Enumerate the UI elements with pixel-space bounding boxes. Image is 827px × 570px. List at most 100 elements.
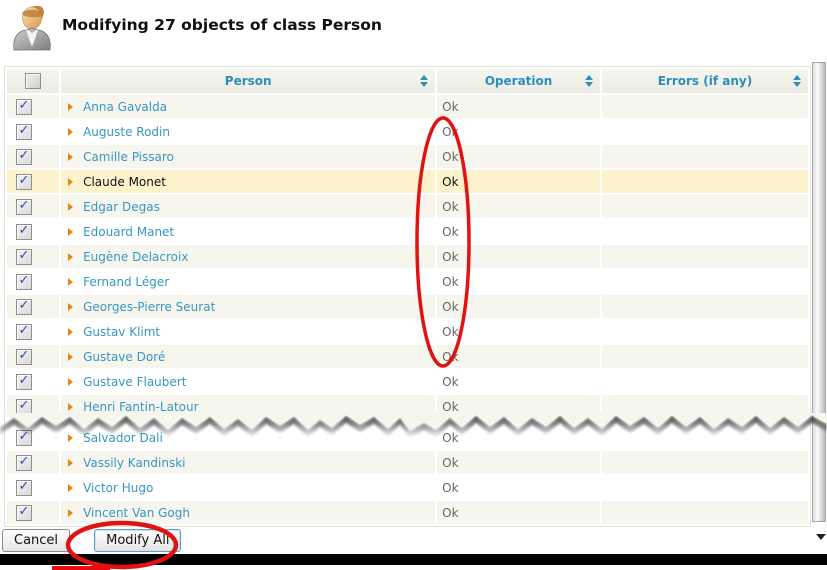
person-name-link[interactable]: Camille Pissaro <box>83 149 174 164</box>
person-name-link[interactable]: Anna Gavalda <box>83 99 168 114</box>
modify-all-button[interactable]: Modify All <box>94 529 182 552</box>
person-name-link[interactable]: Gustav Klimt <box>83 324 161 339</box>
row-checkbox[interactable]: ✓ <box>16 173 32 190</box>
errors-value <box>601 320 808 343</box>
operation-status: Ok <box>437 501 600 524</box>
table-row[interactable]: ✓ Vassily Kandinski Ok <box>7 451 808 474</box>
row-checkbox-cell: ✓ <box>7 120 60 143</box>
select-all-checkbox[interactable] <box>25 73 42 89</box>
vertical-scrollbar[interactable] <box>812 62 826 522</box>
torn-rows-gap <box>7 420 808 424</box>
row-checkbox[interactable]: ✓ <box>16 248 32 265</box>
person-name-link[interactable]: Victor Hugo <box>83 480 154 495</box>
table-row[interactable]: ✓ Salvador Dali Ok <box>7 426 808 449</box>
row-checkbox-cell: ✓ <box>7 295 60 318</box>
scroll-down-arrow-icon[interactable] <box>816 534 826 540</box>
row-checkbox[interactable]: ✓ <box>16 348 32 365</box>
person-name-link[interactable]: Gustave Doré <box>83 349 166 364</box>
person-cell: Claude Monet <box>61 170 436 193</box>
row-checkbox[interactable]: ✓ <box>16 398 32 415</box>
column-header-person[interactable]: Person <box>61 69 436 93</box>
sort-icon[interactable] <box>793 75 802 87</box>
table-row[interactable]: ✓ Camille Pissaro Ok <box>7 145 808 168</box>
operation-status: Ok <box>437 245 600 268</box>
sort-icon[interactable] <box>584 75 594 87</box>
row-checkbox[interactable]: ✓ <box>16 223 32 240</box>
person-name-link[interactable]: Auguste Rodin <box>83 124 170 139</box>
row-checkbox[interactable]: ✓ <box>16 323 32 340</box>
person-name-link[interactable]: Claude Monet <box>83 174 166 189</box>
operation-status: Ok <box>437 370 600 393</box>
person-name-link[interactable]: Vassily Kandinski <box>83 455 186 470</box>
errors-value <box>601 345 808 368</box>
row-checkbox-cell: ✓ <box>7 320 60 343</box>
table-row[interactable]: ✓ Gustav Klimt Ok <box>7 320 808 343</box>
cancel-button[interactable]: Cancel <box>2 529 71 552</box>
triangle-right-icon <box>68 202 74 211</box>
table-body: ✓ Anna Gavalda Ok ✓ Auguste Rodin Ok ✓ C… <box>7 95 808 524</box>
person-name-link[interactable]: Edouard Manet <box>83 224 175 239</box>
person-name-link[interactable]: Eugène Delacroix <box>83 249 189 264</box>
person-name-link[interactable]: Salvador Dali <box>83 430 163 445</box>
row-checkbox[interactable]: ✓ <box>16 298 32 315</box>
operation-status: Ok <box>437 476 600 499</box>
row-checkbox-cell: ✓ <box>7 170 60 193</box>
person-name-link[interactable]: Fernand Léger <box>83 274 170 289</box>
triangle-right-icon <box>68 127 74 136</box>
errors-value <box>601 120 808 143</box>
row-checkbox[interactable]: ✓ <box>16 504 32 521</box>
row-checkbox-cell: ✓ <box>7 476 60 499</box>
table-row[interactable]: ✓ Gustave Doré Ok <box>7 345 808 368</box>
person-cell: Gustave Flaubert <box>61 370 436 393</box>
table-row[interactable]: ✓ Fernand Léger Ok <box>7 270 808 293</box>
triangle-right-icon <box>68 277 74 286</box>
table-row[interactable]: ✓ Anna Gavalda Ok <box>7 95 808 118</box>
table-row[interactable]: ✓ Auguste Rodin Ok <box>7 120 808 143</box>
table-row[interactable]: ✓ Claude Monet Ok <box>7 170 808 193</box>
row-checkbox[interactable]: ✓ <box>16 123 32 140</box>
table-row[interactable]: ✓ Vincent Van Gogh Ok <box>7 501 808 524</box>
person-cell: Georges-Pierre Seurat <box>61 295 436 318</box>
errors-value <box>601 370 808 393</box>
operation-status: Ok <box>437 345 600 368</box>
page-title: Modifying 27 objects of class Person <box>62 16 382 34</box>
operation-status: Ok <box>437 95 600 118</box>
row-checkbox[interactable]: ✓ <box>16 148 32 165</box>
table-row[interactable]: ✓ Georges-Pierre Seurat Ok <box>7 295 808 318</box>
operation-status: Ok <box>437 320 600 343</box>
person-name-link[interactable]: Henri Fantin-Latour <box>83 399 199 414</box>
table-row[interactable]: ✓ Gustave Flaubert Ok <box>7 370 808 393</box>
row-checkbox[interactable]: ✓ <box>16 479 32 496</box>
row-checkbox[interactable]: ✓ <box>16 373 32 390</box>
row-checkbox[interactable]: ✓ <box>16 98 32 115</box>
person-name-link[interactable]: Georges-Pierre Seurat <box>83 299 216 314</box>
select-all-header-cell <box>7 69 60 93</box>
errors-value <box>601 295 808 318</box>
person-cell: Auguste Rodin <box>61 120 436 143</box>
row-checkbox[interactable]: ✓ <box>16 429 32 446</box>
table-row[interactable]: ✓ Henri Fantin-Latour Ok <box>7 395 808 418</box>
person-cell: Fernand Léger <box>61 270 436 293</box>
table-row[interactable]: ✓ Eugène Delacroix Ok <box>7 245 808 268</box>
row-checkbox[interactable]: ✓ <box>16 198 32 215</box>
person-name-link[interactable]: Vincent Van Gogh <box>83 505 190 520</box>
bottom-black-bar <box>0 554 827 565</box>
person-name-link[interactable]: Edgar Degas <box>83 199 160 214</box>
person-name-link[interactable]: Gustave Flaubert <box>83 374 187 389</box>
row-checkbox[interactable]: ✓ <box>16 273 32 290</box>
column-header-operation[interactable]: Operation <box>437 69 600 93</box>
table-row[interactable]: ✓ Edouard Manet Ok <box>7 220 808 243</box>
errors-value <box>601 145 808 168</box>
row-checkbox-cell: ✓ <box>7 370 60 393</box>
row-checkbox[interactable]: ✓ <box>16 454 32 471</box>
table-row[interactable]: ✓ Victor Hugo Ok <box>7 476 808 499</box>
table-row[interactable]: ✓ Edgar Degas Ok <box>7 195 808 218</box>
sort-icon[interactable] <box>420 75 429 87</box>
row-checkbox-cell: ✓ <box>7 95 60 118</box>
operation-status: Ok <box>437 451 600 474</box>
operation-status: Ok <box>437 145 600 168</box>
row-checkbox-cell: ✓ <box>7 451 60 474</box>
person-cell: Vassily Kandinski <box>61 451 436 474</box>
column-header-errors[interactable]: Errors (if any) <box>601 69 808 93</box>
triangle-right-icon <box>68 227 74 236</box>
